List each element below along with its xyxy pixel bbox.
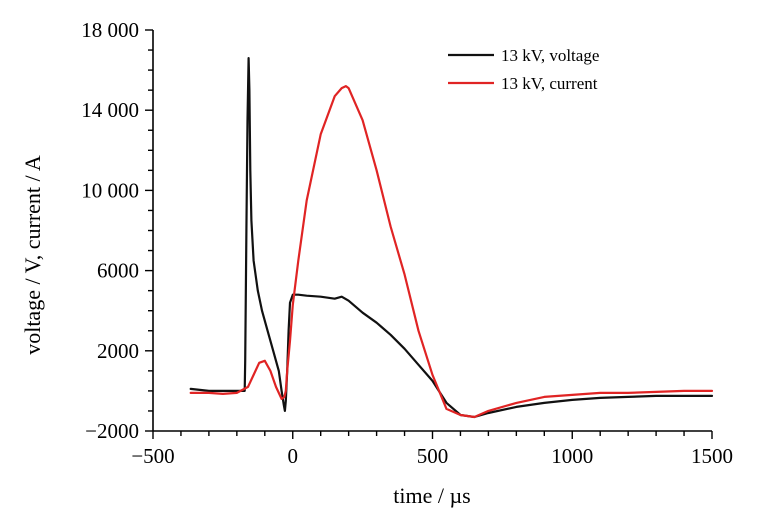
y-tick-label: 2000	[97, 339, 139, 363]
y-axis-title: voltage / V, current / A	[20, 155, 45, 355]
axes: −500 0 500 1000 1500 −2000 2000 6000 10 000 14 00…	[81, 18, 733, 468]
series-line-current	[189, 84, 714, 419]
y-tick-label: 18 000	[81, 18, 139, 42]
legend-label-current: 13 kV, current	[501, 74, 598, 93]
y-tick-label: 10 000	[81, 178, 139, 202]
plot-lines	[189, 56, 714, 419]
x-axis-title: time / µs	[393, 483, 470, 508]
y-tick-label: −2000	[85, 419, 139, 443]
x-tick-label: 0	[288, 444, 299, 468]
y-tick-label: 14 000	[81, 98, 139, 122]
series-line-voltage	[189, 56, 714, 419]
x-tick-label: −500	[131, 444, 174, 468]
x-tick-label: 1500	[691, 444, 733, 468]
legend: 13 kV, voltage 13 kV, current	[448, 46, 599, 93]
y-tick-label: 6000	[97, 259, 139, 283]
axis-titles: time / µs voltage / V, current / A	[20, 155, 471, 508]
x-tick-label: 1000	[551, 444, 593, 468]
legend-label-voltage: 13 kV, voltage	[501, 46, 599, 65]
x-tick-label: 500	[417, 444, 449, 468]
